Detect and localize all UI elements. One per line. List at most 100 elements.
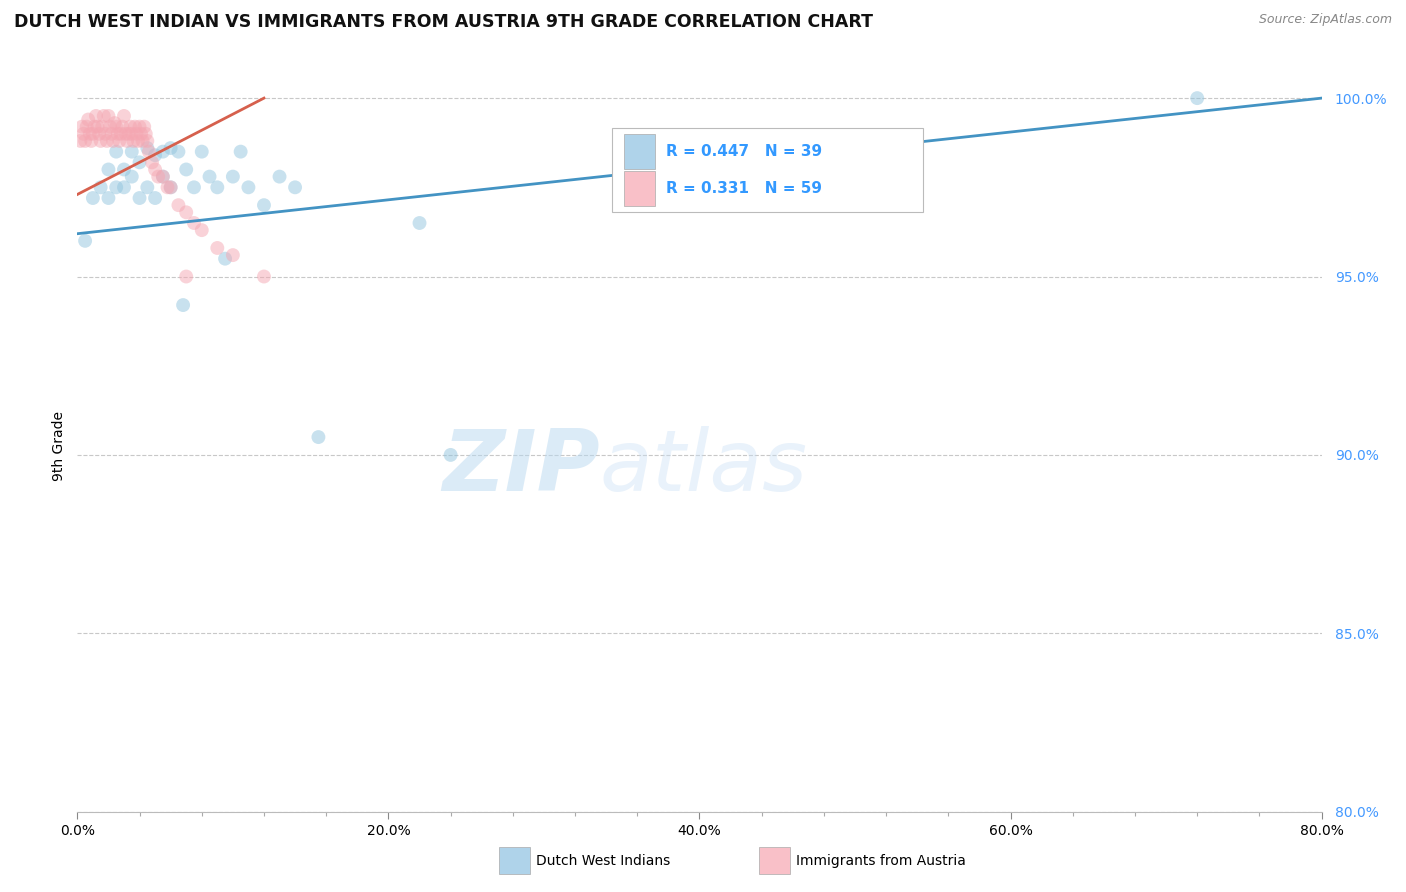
Point	[148, 169, 170, 184]
Point	[75, 134, 97, 148]
Point	[131, 134, 153, 148]
Point	[82, 127, 104, 141]
Point	[121, 127, 143, 141]
Point	[253, 198, 276, 212]
Point	[136, 141, 159, 155]
Point	[82, 191, 104, 205]
Point	[207, 180, 229, 194]
Point	[128, 120, 150, 134]
Point	[284, 180, 307, 194]
Point	[111, 120, 134, 134]
Point	[129, 127, 152, 141]
Point	[269, 169, 291, 184]
Point	[122, 134, 145, 148]
Point	[79, 127, 101, 141]
Point	[174, 269, 197, 284]
Point	[97, 162, 120, 177]
Point	[104, 116, 127, 130]
Point	[222, 248, 245, 262]
Point	[127, 134, 149, 148]
Point	[97, 191, 120, 205]
Point	[77, 112, 100, 127]
Point	[101, 134, 124, 148]
Point	[108, 134, 131, 148]
Point	[159, 180, 181, 194]
Point	[70, 120, 93, 134]
Text: ZIP: ZIP	[443, 426, 600, 509]
Point	[183, 216, 205, 230]
Point	[86, 120, 108, 134]
Point	[143, 191, 166, 205]
Point	[207, 241, 229, 255]
Point	[174, 162, 197, 177]
Point	[121, 145, 143, 159]
Text: Source: ZipAtlas.com: Source: ZipAtlas.com	[1258, 13, 1392, 27]
Point	[90, 180, 112, 194]
Point	[136, 134, 159, 148]
Point	[118, 127, 141, 141]
Point	[96, 134, 118, 148]
Point	[90, 134, 112, 148]
Point	[80, 134, 103, 148]
Point	[105, 145, 128, 159]
Point	[83, 120, 105, 134]
Point	[69, 134, 91, 148]
Point	[100, 127, 122, 141]
Text: Dutch West Indians: Dutch West Indians	[536, 854, 669, 868]
Point	[143, 162, 166, 177]
Point	[112, 109, 135, 123]
Point	[159, 141, 181, 155]
Point	[136, 180, 159, 194]
Point	[174, 205, 197, 219]
Y-axis label: 9th Grade: 9th Grade	[52, 411, 66, 481]
Point	[87, 127, 110, 141]
Point	[84, 109, 107, 123]
Point	[97, 109, 120, 123]
Text: DUTCH WEST INDIAN VS IMMIGRANTS FROM AUSTRIA 9TH GRADE CORRELATION CHART: DUTCH WEST INDIAN VS IMMIGRANTS FROM AUS…	[14, 13, 873, 31]
Point	[214, 252, 236, 266]
Point	[408, 216, 430, 230]
Point	[72, 127, 94, 141]
Point	[94, 127, 117, 141]
Point	[222, 169, 245, 184]
Point	[112, 162, 135, 177]
Point	[107, 127, 129, 141]
Point	[76, 120, 98, 134]
Point	[121, 169, 143, 184]
Text: R = 0.447   N = 39: R = 0.447 N = 39	[666, 144, 823, 159]
Point	[125, 127, 148, 141]
Point	[128, 191, 150, 205]
Point	[143, 148, 166, 162]
Point	[183, 180, 205, 194]
Text: R = 0.331   N = 59: R = 0.331 N = 59	[666, 181, 823, 196]
Point	[167, 198, 190, 212]
Point	[440, 448, 463, 462]
Point	[105, 180, 128, 194]
Point	[156, 180, 179, 194]
Point	[115, 134, 138, 148]
Point	[172, 298, 194, 312]
Point	[75, 234, 97, 248]
Point	[112, 180, 135, 194]
Point	[114, 127, 136, 141]
Point	[191, 223, 214, 237]
Point	[1187, 91, 1209, 105]
Point	[124, 120, 146, 134]
Point	[238, 180, 260, 194]
Point	[120, 120, 142, 134]
Point	[159, 180, 181, 194]
Point	[98, 120, 121, 134]
Point	[307, 430, 329, 444]
Point	[128, 155, 150, 169]
Point	[191, 145, 214, 159]
Point	[93, 109, 115, 123]
Point	[152, 145, 174, 159]
Point	[110, 127, 132, 141]
Point	[141, 155, 163, 169]
Point	[91, 120, 114, 134]
Point	[253, 269, 276, 284]
Point	[134, 120, 156, 134]
Point	[167, 145, 190, 159]
Point	[135, 127, 157, 141]
Point	[198, 169, 221, 184]
